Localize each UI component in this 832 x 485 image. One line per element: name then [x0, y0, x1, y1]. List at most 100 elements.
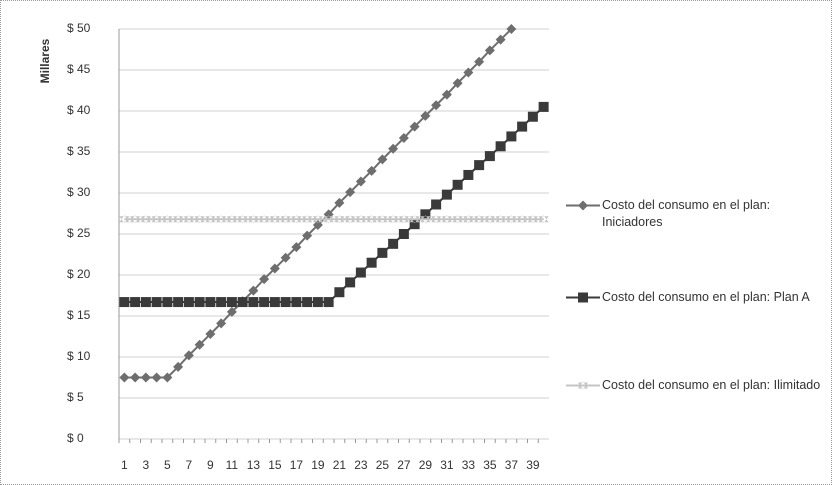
x-tick-label: 35 — [483, 458, 497, 472]
data-point — [237, 297, 248, 308]
x-tick-label: 11 — [226, 458, 239, 472]
data-point — [248, 215, 259, 224]
data-point — [431, 100, 442, 111]
marker — [578, 200, 588, 211]
x-tick-label: 23 — [354, 458, 368, 472]
data-point — [345, 215, 356, 224]
data-point — [366, 165, 377, 176]
data-point — [280, 297, 291, 308]
data-point — [463, 215, 474, 224]
data-point — [474, 56, 485, 67]
data-point — [398, 215, 409, 224]
x-tick-label: 29 — [419, 458, 433, 472]
data-point — [248, 285, 259, 296]
data-point — [388, 215, 399, 224]
y-axis-title: Millares — [38, 38, 52, 83]
data-point — [162, 215, 173, 224]
legend-label: Costo del consumo en el plan: Plan A — [602, 290, 810, 304]
data-point — [474, 160, 485, 171]
y-tick-label: $ 20 — [67, 267, 91, 281]
data-point — [398, 229, 409, 239]
series-line — [124, 106, 545, 304]
data-point — [119, 215, 130, 224]
marker — [578, 381, 588, 390]
data-point — [377, 247, 388, 258]
data-point — [334, 197, 345, 208]
legend-swatch — [566, 200, 600, 211]
data-point — [452, 179, 463, 190]
data-point — [130, 372, 141, 383]
data-point — [312, 219, 323, 230]
data-point — [323, 215, 334, 224]
data-point — [205, 215, 216, 224]
data-point — [302, 215, 313, 224]
data-point — [355, 215, 366, 224]
data-point — [130, 297, 141, 308]
data-point — [226, 215, 237, 224]
x-tick-label: 17 — [290, 458, 304, 472]
data-point — [452, 215, 463, 224]
x-tick-label: 21 — [333, 458, 347, 472]
data-point — [495, 215, 506, 224]
data-point — [355, 176, 366, 187]
data-point — [194, 339, 205, 350]
data-point — [484, 45, 495, 56]
legend-entry: Costo del consumo en el plan: Plan A — [566, 289, 827, 306]
data-point — [345, 277, 356, 288]
x-tick-label: 25 — [376, 458, 390, 472]
data-point — [151, 297, 162, 308]
legend-entry: Costo del consumo en el plan: Ilimitado — [566, 377, 827, 394]
data-point — [420, 110, 431, 121]
data-point — [441, 215, 452, 224]
x-tick-label: 5 — [164, 458, 171, 472]
x-tick-label: 15 — [268, 458, 282, 472]
data-point — [452, 78, 463, 89]
data-point — [388, 238, 399, 249]
data-point — [527, 215, 538, 224]
data-point — [162, 297, 173, 308]
data-point — [302, 230, 313, 241]
data-point — [506, 24, 517, 34]
y-tick-label: $ 35 — [67, 144, 91, 158]
data-point — [259, 215, 270, 224]
legend-entry: Costo del consumo en el plan: Iniciadore… — [566, 197, 827, 231]
data-point — [119, 372, 130, 383]
x-tick-label: 31 — [440, 458, 454, 472]
data-point — [140, 372, 151, 383]
data-point — [194, 297, 205, 308]
data-point — [248, 297, 259, 308]
data-point — [237, 215, 248, 224]
data-point — [173, 297, 184, 308]
data-point — [140, 297, 151, 308]
data-point — [173, 361, 184, 372]
legend-swatch — [566, 292, 600, 303]
data-point — [431, 199, 442, 210]
data-point — [409, 121, 420, 132]
data-point — [269, 215, 280, 224]
data-point — [216, 215, 227, 224]
data-point — [506, 215, 517, 224]
data-point — [312, 215, 323, 224]
data-point — [506, 131, 517, 142]
data-point — [259, 274, 270, 285]
data-point — [517, 215, 528, 224]
x-tick-label: 13 — [247, 458, 261, 472]
marker — [578, 292, 588, 303]
data-point — [441, 89, 452, 100]
data-point — [409, 219, 420, 230]
data-point — [259, 297, 270, 308]
data-point — [226, 297, 237, 308]
data-point — [194, 215, 205, 224]
y-tick-label: $ 10 — [67, 349, 91, 363]
series-line — [124, 28, 513, 379]
x-tick-label: 3 — [143, 458, 150, 472]
legend-swatch — [566, 381, 600, 390]
data-point — [130, 215, 141, 224]
data-point — [484, 151, 495, 162]
data-point — [441, 189, 452, 200]
data-point — [280, 215, 291, 224]
data-point — [409, 215, 420, 224]
x-tick-label: 33 — [462, 458, 476, 472]
data-point — [377, 154, 388, 165]
